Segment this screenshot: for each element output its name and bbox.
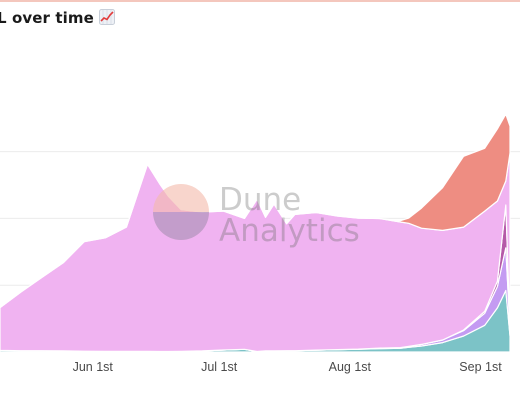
- watermark-line2: Analytics: [219, 213, 360, 249]
- title-border: [0, 0, 520, 2]
- chart-title: L over time: [0, 9, 115, 29]
- x-tick-label: Sep 1st: [459, 360, 502, 374]
- chart-increasing-icon: [98, 9, 115, 29]
- watermark-logo-bottom: [153, 212, 209, 240]
- x-tick-label: Jun 1st: [73, 360, 114, 374]
- x-tick-label: Aug 1st: [329, 360, 372, 374]
- chart-title-text: L over time: [0, 9, 94, 27]
- x-axis: Jun 1st Jul 1st Aug 1st Sep 1st: [73, 360, 503, 374]
- watermark-logo-top: [153, 184, 209, 240]
- watermark-line1: Dune: [219, 182, 301, 218]
- x-tick-label: Jul 1st: [201, 360, 238, 374]
- watermark: Dune Analytics: [153, 182, 360, 249]
